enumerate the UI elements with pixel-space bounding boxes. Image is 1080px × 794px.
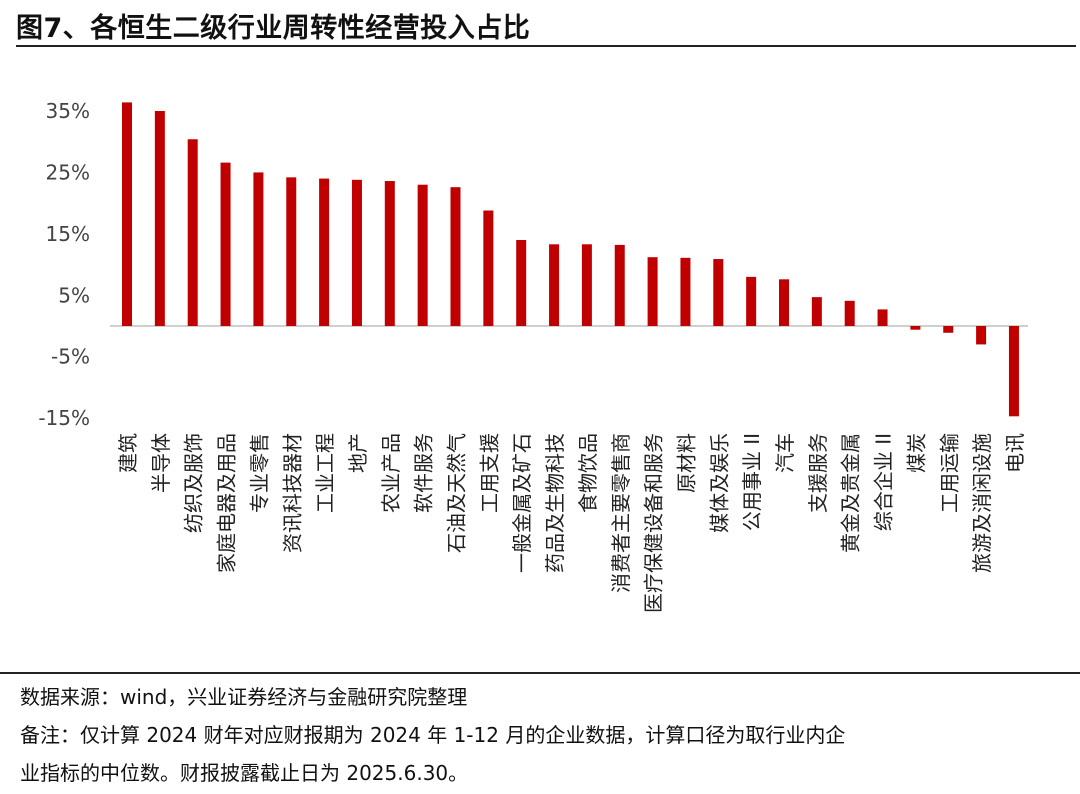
bar-11 — [450, 187, 461, 326]
bar-19 — [713, 259, 724, 326]
category-label: 电讯 — [1003, 433, 1027, 473]
title-divider-end — [1062, 45, 1076, 47]
category-label: 一般金属及矿石 — [510, 433, 534, 573]
category-label: 专业零售 — [247, 433, 271, 513]
category-label: 黄金及贵金属 — [839, 433, 863, 553]
bar-14 — [549, 244, 560, 326]
bar-25 — [910, 326, 921, 330]
category-label: 支援服务 — [806, 433, 830, 513]
bar-12 — [483, 210, 494, 326]
bar-chart: 35% 25% 15% 5% -5% -15% 建筑 半导体 纺织及服饰 家庭电器及用品 专业零售资… — [38, 99, 1028, 613]
footer-divider — [0, 672, 1080, 674]
category-label: 工用运输 — [937, 433, 961, 513]
bar-24 — [877, 309, 888, 326]
bar-28 — [1008, 326, 1019, 417]
bar-23 — [844, 300, 855, 326]
bar-16 — [614, 244, 625, 326]
bar-5 — [253, 172, 264, 326]
category-label: 食物饮品 — [576, 433, 600, 513]
bar-20 — [746, 276, 757, 326]
category-label: 纺织及服饰 — [182, 433, 206, 533]
bar-21 — [779, 279, 789, 326]
bar-7 — [319, 178, 330, 326]
y-tick-label: 25% — [46, 160, 90, 184]
bar-4 — [220, 162, 231, 326]
category-label: 农业产品 — [379, 433, 403, 513]
bar-18 — [680, 257, 691, 326]
bar-9 — [384, 181, 395, 326]
y-tick-label: -15% — [38, 406, 90, 430]
category-label: 煤炭 — [904, 433, 928, 473]
category-label: 媒体及娱乐 — [707, 433, 731, 533]
y-tick-label: 5% — [58, 283, 90, 307]
source-text: 数据来源：wind，兴业证券经济与金融研究院整理 — [20, 685, 468, 709]
category-label: 公用事业 II — [740, 433, 764, 531]
category-label: 家庭电器及用品 — [215, 433, 239, 573]
bar-10 — [417, 184, 428, 326]
category-label: 建筑 — [116, 433, 140, 473]
bar-1 — [122, 102, 132, 327]
bar-8 — [351, 179, 362, 326]
category-label: 药品及生物科技 — [543, 433, 567, 573]
category-label: 工用支援 — [477, 433, 501, 513]
y-tick-label: 35% — [46, 99, 90, 123]
category-label: 原材料 — [674, 433, 698, 493]
bar-22 — [811, 297, 822, 326]
category-label: 地产 — [346, 433, 370, 473]
bar-2 — [154, 111, 165, 326]
bar-17 — [647, 257, 658, 326]
category-label: 软件服务 — [412, 433, 436, 513]
category-label: 资讯科技器材 — [280, 433, 304, 553]
bar-15 — [581, 244, 592, 326]
category-label: 半导体 — [149, 433, 173, 493]
bar-6 — [286, 177, 297, 326]
bar-26 — [943, 326, 954, 333]
category-label: 石油及天然气 — [445, 433, 469, 553]
title-divider — [16, 45, 1074, 47]
category-label: 消费者主要零售商 — [609, 433, 633, 593]
bar-3 — [187, 139, 198, 326]
note-text-line-1: 备注：仅计算 2024 财年对应财报期为 2024 年 1-12 月的企业数据，… — [20, 723, 846, 747]
category-label: 综合企业 II — [872, 433, 896, 531]
category-label: 汽车 — [773, 433, 797, 473]
category-label: 工业工程 — [313, 433, 337, 513]
chart-title: 图7、各恒生二级行业周转性经营投入占比 — [16, 13, 531, 44]
bar-13 — [516, 240, 527, 326]
bar-27 — [976, 326, 987, 345]
category-label: 旅游及消闲设施 — [970, 433, 994, 573]
y-tick-label: -5% — [51, 345, 90, 369]
y-tick-label: 15% — [46, 222, 90, 246]
note-text-line-2: 业指标的中位数。财报披露截止日为 2025.6.30。 — [20, 761, 469, 785]
category-label: 医疗保健设备和服务 — [642, 433, 666, 613]
